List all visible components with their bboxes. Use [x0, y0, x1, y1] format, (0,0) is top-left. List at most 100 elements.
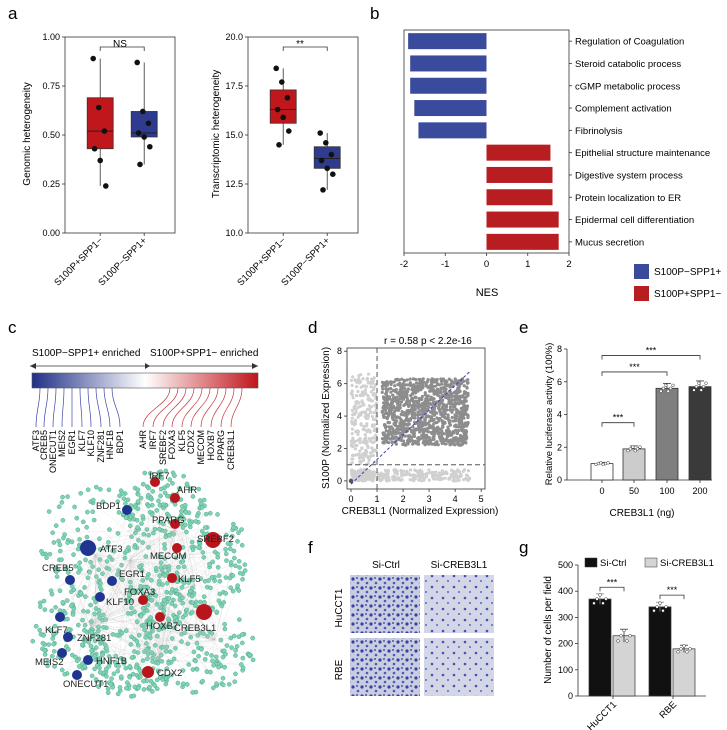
panel-c-target-node	[157, 573, 162, 579]
panel-d-point	[401, 442, 405, 447]
panel-e-letter: e	[519, 318, 528, 337]
panel-c-target-node	[161, 597, 167, 603]
panel-d-point	[383, 468, 388, 472]
panel-c-target-node	[109, 676, 114, 681]
panel-d-point	[351, 396, 355, 400]
panel-c-edge	[94, 491, 153, 556]
panel-c-target-node	[85, 509, 90, 515]
panel-d-point	[383, 401, 387, 406]
panel-d-point	[396, 378, 401, 382]
panel-c-tf-label: KLF7	[45, 625, 68, 636]
panel-g-point	[655, 605, 659, 609]
panel-d-point	[357, 401, 361, 405]
panel-c-target-node	[184, 529, 189, 535]
panel-d-point	[453, 402, 457, 406]
panel-c-target-node	[138, 583, 143, 589]
panel-d-point	[408, 472, 412, 477]
panel-c-target-node	[104, 674, 109, 679]
panel-g-point	[682, 644, 686, 648]
transwell-image-rbe-ctrl	[350, 638, 420, 696]
panel-d-point	[353, 422, 358, 426]
panel-c-edge	[89, 624, 239, 637]
panel-d-point	[428, 439, 433, 443]
panel-d-point	[380, 410, 384, 414]
panel-d-point	[400, 410, 404, 414]
panel-d-point	[369, 410, 373, 414]
panel-d-point	[449, 442, 453, 446]
panel-d-point	[465, 378, 469, 382]
panel-d-point	[362, 424, 366, 428]
panel-c-target-node	[85, 487, 91, 493]
panel-d-point	[393, 384, 397, 388]
panel-e-xlabel: CREB3L1 (ng)	[609, 508, 674, 519]
panel-d-point	[466, 421, 470, 425]
panel-c-tf-label: EGR1	[119, 569, 145, 580]
panel-d-point	[430, 473, 435, 477]
panel-c-edge	[59, 590, 91, 626]
panel-d-point	[443, 476, 447, 480]
panel-d-point	[398, 427, 402, 432]
panel-d-point	[441, 441, 445, 445]
panel-c-tf-label: PPARG	[152, 515, 185, 526]
transwell-image-hucct1-ctrl	[350, 575, 420, 633]
panel-c-tf-node	[122, 505, 132, 515]
panel-c-target-node	[204, 651, 209, 656]
panel-d-point	[387, 421, 392, 425]
panel-b-bar	[486, 189, 553, 206]
panel-d-point	[420, 408, 424, 413]
panel-c-target-node	[123, 501, 128, 506]
panel-d-point	[439, 439, 443, 443]
panel-c-edge	[145, 584, 196, 681]
panel-d-point	[413, 411, 417, 416]
panel-c-target-node	[183, 612, 188, 617]
panel-d-point	[407, 418, 411, 422]
panel-d-point	[399, 412, 403, 417]
panel-c-edge	[174, 529, 215, 578]
panel-d-point	[466, 414, 470, 418]
panel-c-target-node	[162, 573, 168, 578]
panel-c-edge	[146, 621, 216, 641]
panel-c-target-node	[135, 506, 141, 512]
panel-e-ylabel: Relative luciferase activity (100%)	[544, 343, 555, 486]
panel-c-target-node	[38, 604, 43, 609]
panel-d-point	[396, 400, 400, 404]
panel-d-point	[411, 439, 415, 443]
panel-c-edge	[214, 567, 219, 641]
panel-g-point	[658, 601, 662, 605]
panel-c-target-node	[50, 636, 55, 641]
panel-c-target-node	[93, 599, 98, 605]
panel-a-right-point	[276, 142, 282, 148]
panel-c-target-node	[144, 631, 150, 636]
panel-d-point	[405, 395, 409, 399]
panel-c-target-node	[138, 613, 144, 619]
panel-c-target-node	[162, 490, 168, 496]
panel-c-target-node	[84, 534, 90, 540]
panel-c-edge	[63, 611, 161, 661]
panel-c-edge	[94, 554, 101, 618]
panel-c-target-node	[201, 532, 207, 537]
panel-c-target-node	[144, 527, 150, 532]
panel-c-edge	[159, 483, 188, 661]
panel-d-point	[361, 390, 366, 395]
panel-d-point	[424, 401, 429, 405]
panel-d-point	[380, 380, 385, 384]
panel-c-edge	[147, 610, 161, 661]
panel-c-edge	[134, 529, 176, 640]
panel-d-point	[461, 411, 465, 416]
panel-c-edge	[174, 529, 220, 595]
panel-d-point	[413, 416, 417, 420]
panel-d-point	[361, 440, 365, 444]
panel-e-ytick-label: 2	[557, 442, 562, 452]
panel-d-point	[361, 427, 365, 431]
panel-c-target-node	[158, 605, 163, 611]
panel-c-link-left	[95, 387, 102, 428]
panel-c-target-node	[57, 588, 63, 594]
panel-c-edge	[129, 499, 173, 561]
panel-c-edge	[143, 534, 216, 641]
panel-c-target-node	[42, 652, 48, 657]
panel-c-target-node	[141, 531, 147, 537]
panel-d-point	[456, 442, 460, 447]
panel-g-migration-barplot: Number of cells per field 0 100 200 300 400 5…	[543, 557, 714, 730]
panel-a-right-sig-bracket	[282, 46, 328, 51]
panel-e-sig-label: ***	[613, 413, 624, 423]
